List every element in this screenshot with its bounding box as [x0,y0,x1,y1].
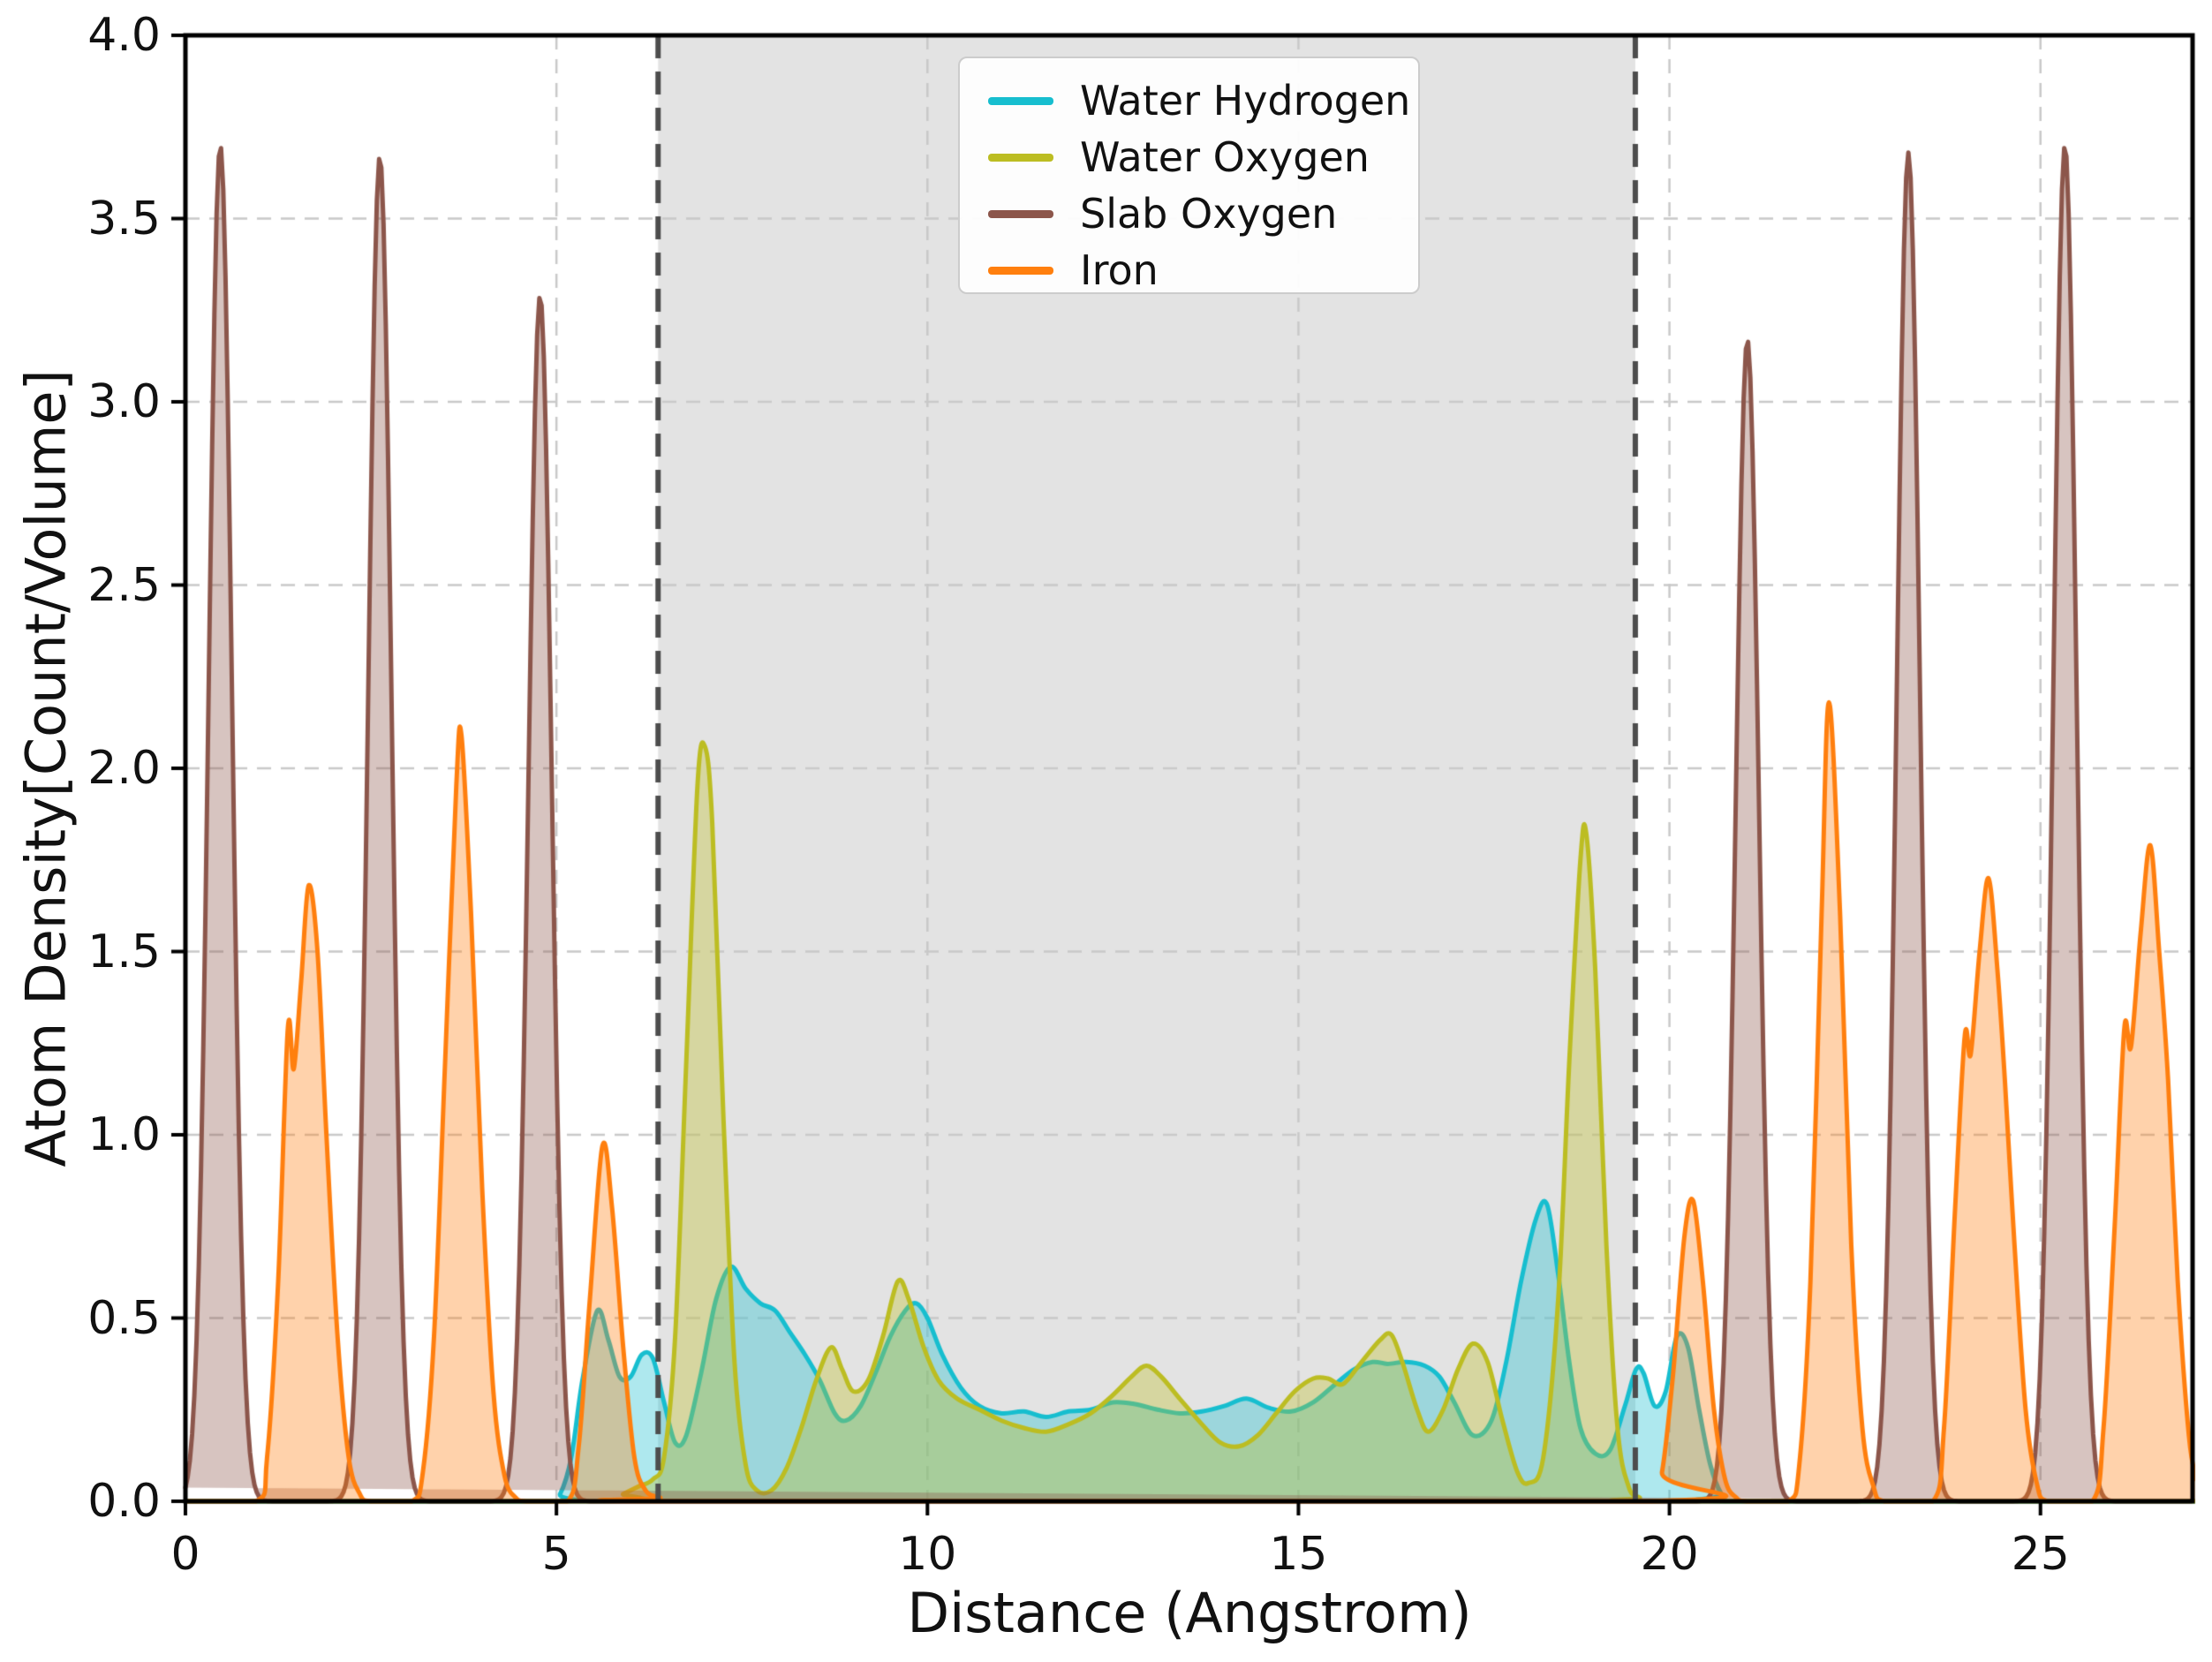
y-tick-label: 2.0 [87,742,161,795]
legend: Water Hydrogen Water Oxygen Slab Oxygen Iro… [958,57,1420,294]
legend-swatch [988,209,1053,218]
y-tick-label: 0.0 [87,1475,161,1528]
legend-swatch [988,266,1053,275]
legend-item: Slab Oxygen [988,189,1418,238]
legend-label: Water Hydrogen [1080,77,1411,125]
y-tick-label: 1.0 [87,1108,161,1161]
legend-swatch [988,153,1053,162]
legend-label: Slab Oxygen [1080,190,1338,238]
x-tick-label: 10 [898,1528,957,1581]
y-tick-label: 2.5 [87,558,161,612]
legend-swatch [988,96,1053,105]
y-axis-title: Atom Density[Count/Volume] [13,369,79,1167]
y-tick-label: 4.0 [87,9,161,62]
x-axis-title: Distance (Angstrom) [907,1581,1472,1645]
y-tick-label: 1.5 [87,925,161,978]
legend-item: Iron [988,246,1418,295]
x-tick-label: 25 [2011,1528,2070,1581]
x-tick-label: 15 [1269,1528,1328,1581]
y-tick-label: 3.0 [87,375,161,428]
x-tick-label: 5 [541,1528,571,1581]
x-tick-label: 0 [170,1528,200,1581]
legend-label: Water Oxygen [1080,133,1370,181]
y-tick-label: 3.5 [87,192,161,246]
legend-item: Water Hydrogen [988,76,1418,125]
legend-label: Iron [1080,246,1159,294]
y-tick-label: 0.5 [87,1291,161,1345]
legend-item: Water Oxygen [988,132,1418,182]
x-tick-label: 20 [1640,1528,1699,1581]
